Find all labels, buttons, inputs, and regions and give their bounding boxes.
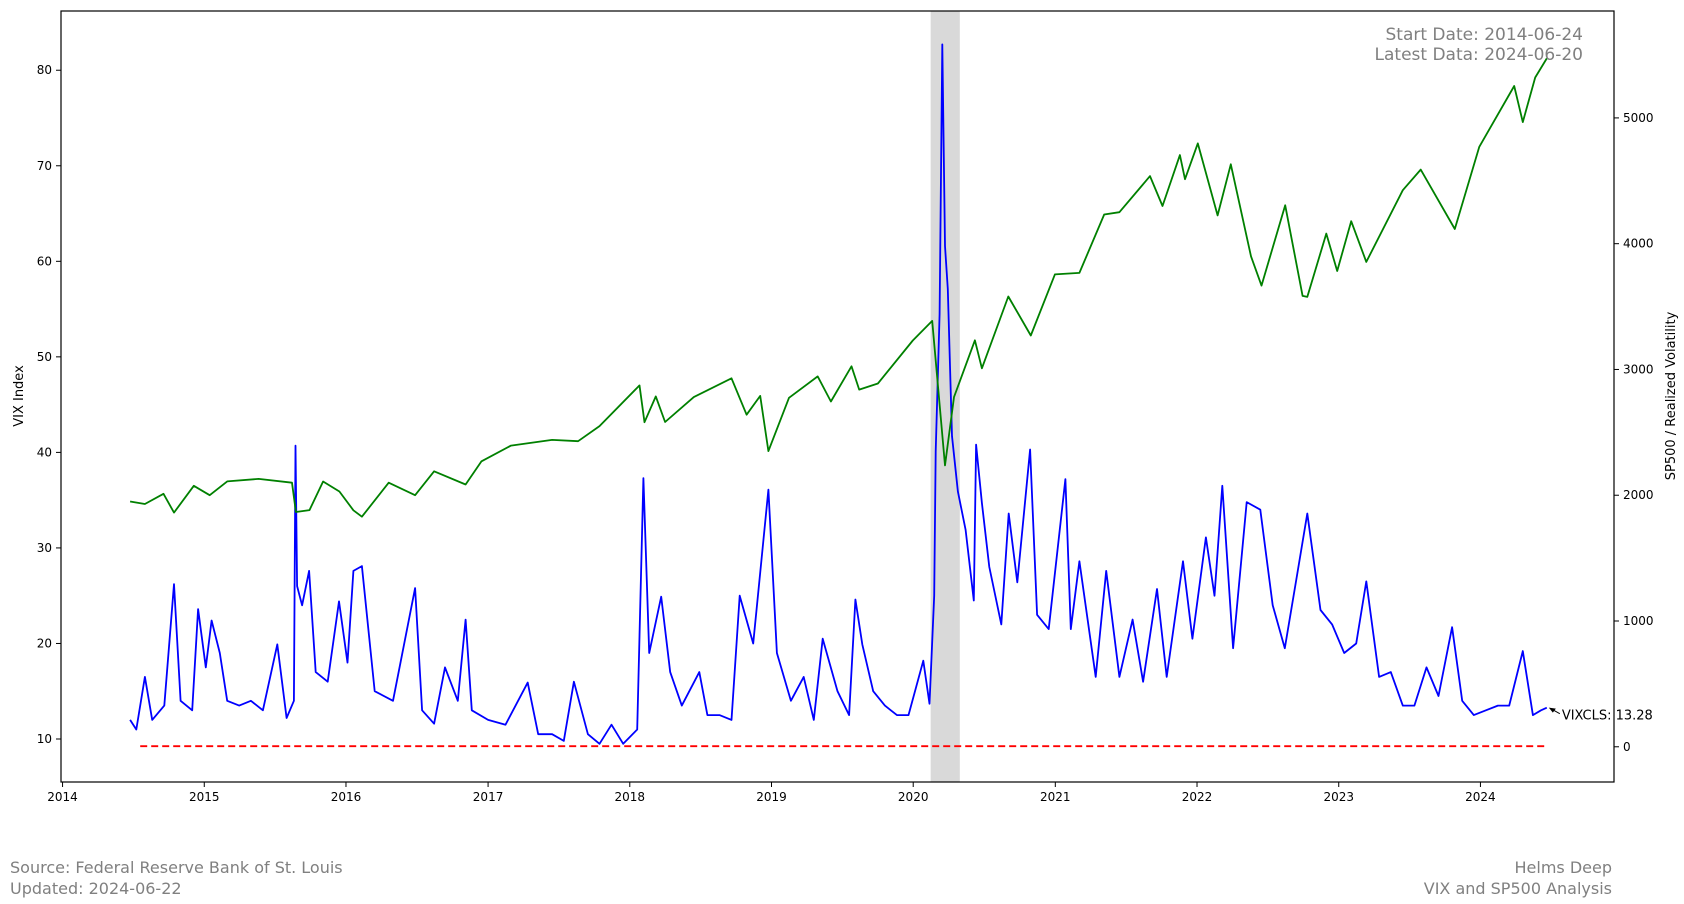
footer-source-block: Source: Federal Reserve Bank of St. Loui… xyxy=(10,857,343,899)
left-y-axis: 10 20 30 40 50 60 70 80 xyxy=(37,63,61,746)
x-tick-label-2019: 2019 xyxy=(756,790,787,804)
latest-data-annotation: Latest Data: 2024-06-20 xyxy=(1375,45,1583,65)
left-tick-label-70: 70 xyxy=(37,159,52,173)
author-text: Helms Deep xyxy=(1514,858,1613,877)
last-value-label: VIXCLS: 13.28 xyxy=(1562,709,1653,724)
source-text: Source: Federal Reserve Bank of St. Loui… xyxy=(10,858,343,877)
right-tick-label-5000: 5000 xyxy=(1623,111,1654,125)
series-line-0 xyxy=(129,43,1548,745)
series-layer xyxy=(129,43,1548,748)
left-tick-label-30: 30 xyxy=(37,541,52,555)
last-value-arrowhead xyxy=(1548,707,1556,713)
x-tick-label-2021: 2021 xyxy=(1040,790,1071,804)
x-tick-label-2022: 2022 xyxy=(1182,790,1213,804)
last-value-layer: VIXCLS: 13.28 xyxy=(1548,707,1653,724)
right-tick-label-4000: 4000 xyxy=(1623,237,1654,251)
x-tick-label-2014: 2014 xyxy=(47,790,78,804)
x-tick-label-2024: 2024 xyxy=(1465,790,1496,804)
right-y-axis: 0 1000 2000 3000 4000 5000 xyxy=(1614,111,1654,754)
x-tick-label-2015: 2015 xyxy=(189,790,220,804)
right-axis-label: SP500 / Realized Volatility xyxy=(1664,311,1679,480)
subtitle-text: VIX and SP500 Analysis xyxy=(1423,879,1612,898)
x-tick-label-2018: 2018 xyxy=(615,790,646,804)
right-tick-label-1000: 1000 xyxy=(1623,614,1654,628)
plot-frame xyxy=(60,10,1615,783)
recession-band-layer xyxy=(930,11,960,782)
x-axis: 2014 2015 2016 2017 2018 2019 2020 2021 2022 2023… xyxy=(47,782,1496,804)
left-tick-label-10: 10 xyxy=(37,732,52,746)
right-tick-label-2000: 2000 xyxy=(1623,488,1654,502)
left-tick-label-60: 60 xyxy=(37,254,52,268)
left-tick-label-20: 20 xyxy=(37,636,52,650)
right-tick-label-3000: 3000 xyxy=(1623,362,1654,376)
footer-author-block: Helms Deep VIX and SP500 Analysis xyxy=(1424,857,1612,899)
x-tick-label-2017: 2017 xyxy=(473,790,504,804)
x-tick-label-2023: 2023 xyxy=(1323,790,1354,804)
left-tick-label-50: 50 xyxy=(37,350,52,364)
updated-text: Updated: 2024-06-22 xyxy=(10,879,182,898)
recession-band xyxy=(930,11,960,782)
left-tick-label-80: 80 xyxy=(37,63,52,77)
x-tick-label-2016: 2016 xyxy=(331,790,362,804)
x-tick-label-2020: 2020 xyxy=(898,790,929,804)
right-tick-label-0: 0 xyxy=(1623,740,1631,754)
series-line-1 xyxy=(129,57,1548,518)
left-axis-label: VIX Index xyxy=(12,365,27,427)
left-tick-label-40: 40 xyxy=(37,445,52,459)
start-date-annotation: Start Date: 2014-06-24 xyxy=(1386,25,1584,45)
